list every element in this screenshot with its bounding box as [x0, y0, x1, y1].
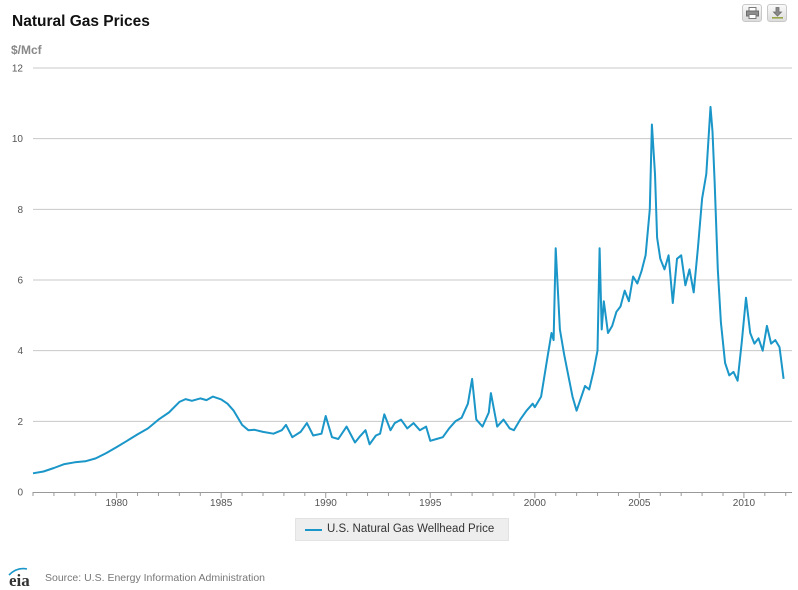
x-tick-label: 2000 [524, 498, 547, 509]
legend-swatch [305, 529, 322, 531]
download-icon [772, 7, 783, 19]
y-tick-label: 0 [17, 488, 23, 499]
y-tick-label: 8 [17, 205, 23, 216]
y-tick-label: 4 [17, 346, 23, 357]
x-tick-label: 1995 [419, 498, 442, 509]
print-icon [746, 7, 759, 19]
grid-lines [33, 67, 792, 422]
x-tick-label: 1985 [210, 498, 233, 509]
series-line-wellhead-price [32, 105, 785, 475]
x-tick-label: 2010 [733, 498, 756, 509]
source-note: Source: U.S. Energy Information Administ… [45, 572, 266, 584]
print-button[interactable] [742, 4, 762, 22]
y-tick-label: 12 [12, 64, 24, 75]
legend-item-wellhead-price[interactable]: U.S. Natural Gas Wellhead Price [295, 518, 509, 541]
x-tick-label: 2005 [628, 498, 651, 509]
x-tick-label: 1980 [106, 498, 129, 509]
y-axis-ticks: 0 2 4 6 8 10 12 [12, 64, 24, 499]
y-axis-label: $/Mcf [11, 43, 42, 57]
x-tick-label: 1990 [315, 498, 338, 509]
y-tick-label: 10 [12, 134, 24, 145]
chart-title: Natural Gas Prices [12, 13, 150, 30]
x-axis-ticks: 1980 1985 1990 1995 2000 2005 2010 [32, 492, 787, 509]
y-tick-label: 6 [17, 276, 23, 287]
download-button[interactable] [767, 4, 787, 22]
y-tick-label: 2 [17, 417, 23, 428]
eia-logo-icon: eia [8, 567, 30, 588]
legend-label: U.S. Natural Gas Wellhead Price [327, 523, 495, 535]
eia-logo-text: eia [9, 571, 30, 588]
